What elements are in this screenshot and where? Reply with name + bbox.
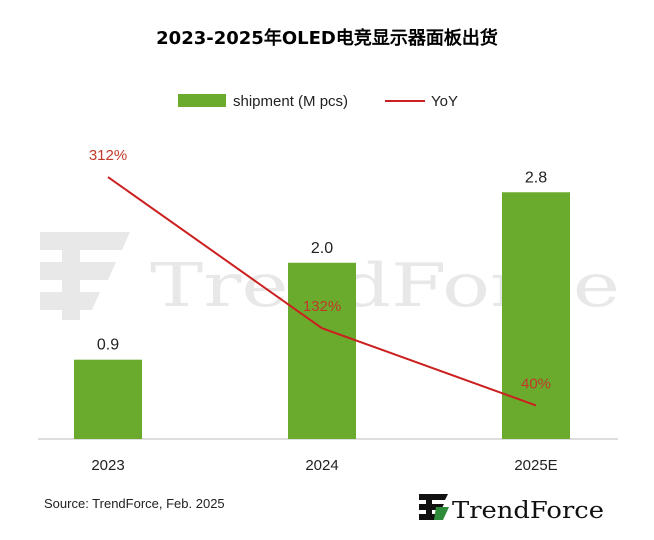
x-tick-label: 2025E (514, 457, 557, 474)
trendforce-logo-text: TrendForce (452, 498, 604, 524)
x-tick-label: 2023 (91, 457, 124, 474)
bar-2023 (74, 359, 142, 439)
yoy-value-label: 312% (89, 147, 127, 164)
yoy-value-label: 132% (303, 298, 341, 315)
yoy-line (107, 176, 537, 407)
trendforce-logo: TrendForce (419, 494, 604, 524)
x-tick-labels: 2023 2024 2025E (91, 457, 557, 474)
watermark-logo-icon (40, 232, 130, 320)
bar-2024 (288, 262, 356, 439)
bar-value-label: 2.0 (311, 240, 333, 257)
trendforce-logo-icon (419, 494, 449, 520)
legend-swatch-shipment (178, 94, 226, 107)
legend-label-yoy: YoY (431, 93, 458, 110)
source-note: Source: TrendForce, Feb. 2025 (44, 496, 225, 511)
bar-value-label: 0.9 (97, 337, 119, 354)
legend-label-shipment: shipment (M pcs) (233, 93, 348, 110)
x-tick-label: 2024 (305, 457, 338, 474)
bar-2025E (502, 192, 570, 439)
legend: shipment (M pcs) YoY (178, 93, 458, 110)
yoy-series: 312% 132% 40% (89, 147, 551, 407)
yoy-value-label: 40% (521, 375, 551, 392)
bar-value-label: 2.8 (525, 169, 547, 186)
bar-series (74, 192, 570, 439)
bar-labels: 0.9 2.0 2.8 (97, 169, 547, 353)
chart-title: 2023-2025年OLED电竞显示器面板出货 (156, 27, 498, 49)
